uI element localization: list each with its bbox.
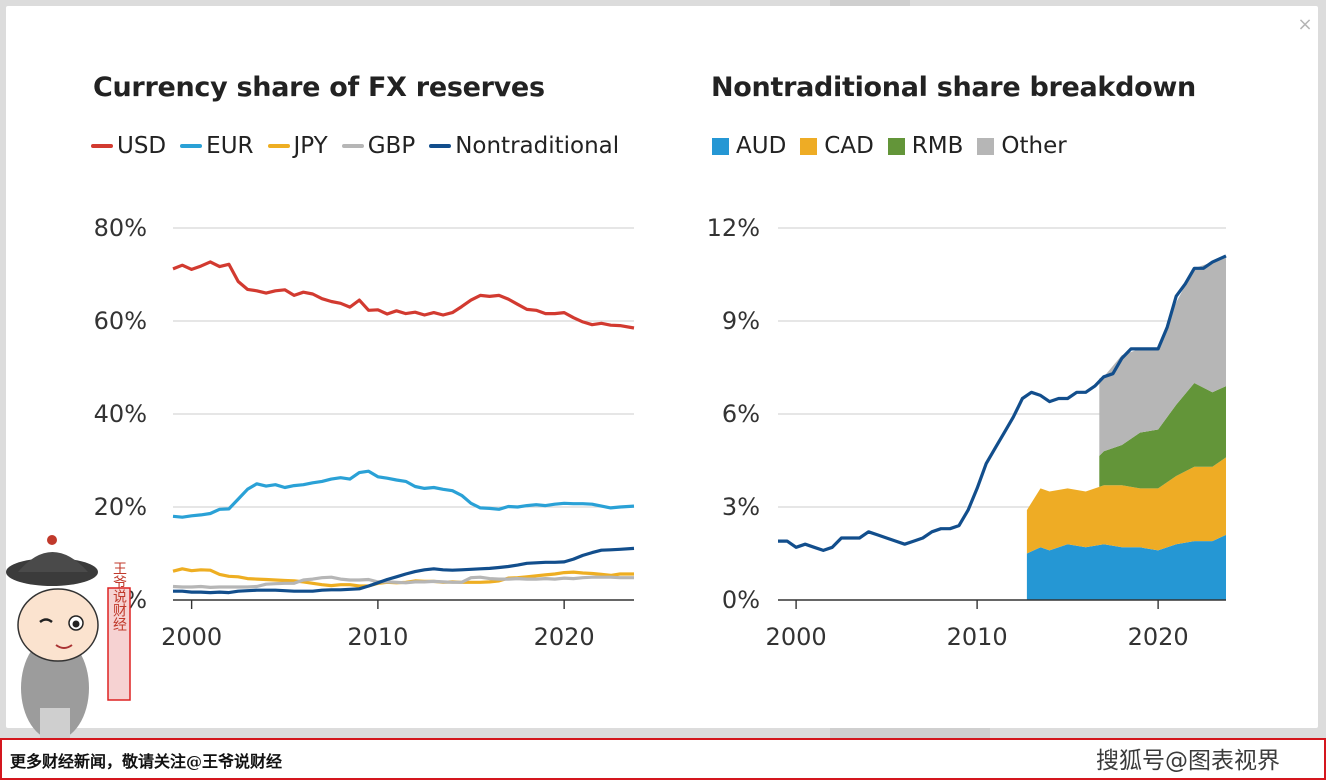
legend-label-usd: USD [117, 133, 167, 159]
line-usd [172, 260, 635, 330]
legend-item-eur: EUR [180, 133, 254, 159]
left-ytick-label: 60% [94, 307, 147, 335]
left-ytick-label: 40% [94, 400, 147, 428]
legend-swatch-gbp [341, 144, 364, 148]
legend-label-other: Other [1001, 133, 1067, 159]
legend-item-jpy: JPY [267, 133, 328, 159]
right-xtick-label: 2000 [766, 623, 827, 651]
left-ytick-label: 80% [94, 214, 147, 242]
line-nontraditional-total [778, 254, 1227, 553]
mascot-robe-front [40, 708, 70, 740]
area-rmb [1099, 383, 1226, 489]
image-lightbox: × [6, 6, 1318, 728]
legend-label-aud: AUD [736, 133, 787, 159]
right-ytick-label: 9% [722, 307, 760, 335]
right-ytick-label: 3% [722, 493, 760, 521]
legend-swatch-aud [712, 137, 729, 155]
mascot-stamp [107, 587, 131, 701]
mascot-robe [21, 636, 89, 740]
area-aud [1026, 534, 1226, 600]
mascot-mouth [55, 644, 73, 649]
legend-swatch-usd [91, 144, 113, 148]
legend-item-other: Other [977, 133, 1067, 159]
legend-item-usd: USD [91, 133, 166, 159]
mascot-stamp-text: 王爷说财经 [111, 561, 127, 631]
legend-swatch-other [977, 137, 995, 155]
footer-text: 更多财经新闻，敬请关注@王爷说财经 [10, 752, 283, 771]
mascot-face [17, 588, 99, 662]
mascot-hat-button [47, 535, 57, 545]
legend-label-rmb: RMB [911, 133, 964, 159]
left-chart-title: Currency share of FX reserves [93, 72, 545, 103]
legend-item-nontraditional: Nontraditional [429, 133, 619, 159]
mascot-illustration: 王爷说财经 [6, 535, 131, 740]
legend-item-rmb: RMB [887, 133, 964, 159]
line-gbp [172, 575, 634, 590]
area-other [1099, 255, 1226, 456]
legend-item-gbp: GBP [341, 133, 416, 159]
mascot-hat-top [18, 552, 88, 572]
legend-swatch-rmb [887, 137, 905, 155]
legend-label-jpy: JPY [293, 133, 328, 159]
left-xtick-label: 2020 [534, 623, 595, 651]
footer-bar: 更多财经新闻，敬请关注@王爷说财经 搜狐号@图表视界 [0, 738, 1326, 780]
left-chart-legend: USD EUR JPY GBP Nontraditional [91, 133, 633, 159]
legend-item-aud: AUD [712, 133, 786, 159]
watermark: 搜狐号@图表视界 [1096, 748, 1280, 774]
area-cad [1026, 457, 1226, 554]
legend-swatch-cad [800, 137, 818, 155]
right-xtick-label: 2010 [947, 623, 1008, 651]
right-ytick-label: 6% [722, 400, 760, 428]
right-chart-title: Nontraditional share breakdown [711, 72, 1196, 103]
legend-swatch-eur [180, 144, 203, 148]
close-button[interactable]: × [1297, 14, 1313, 35]
legend-label-gbp: GBP [367, 133, 416, 159]
background-thumbnail [830, 0, 910, 6]
legend-label-cad: CAD [824, 133, 874, 159]
left-xtick-label: 2010 [347, 623, 408, 651]
legend-label-eur: EUR [206, 133, 254, 159]
legend-swatch-nontraditional [429, 144, 452, 148]
mascot-eye-wink [39, 618, 53, 624]
right-chart-legend: AUD CAD RMB Other [712, 133, 1081, 159]
mascot-pupil [72, 620, 80, 628]
line-eur [172, 469, 635, 519]
right-xtick-label: 2020 [1128, 623, 1189, 651]
legend-swatch-jpy [267, 144, 290, 148]
right-ytick-label: 12% [707, 214, 760, 242]
left-xtick-label: 2000 [161, 623, 222, 651]
left-ytick-label: 20% [94, 493, 147, 521]
line-nontraditional [173, 546, 635, 595]
background-heading [830, 728, 990, 738]
right-ytick-label: 0% [722, 586, 760, 614]
legend-label-nontraditional: Nontraditional [455, 133, 620, 159]
legend-item-cad: CAD [800, 133, 874, 159]
